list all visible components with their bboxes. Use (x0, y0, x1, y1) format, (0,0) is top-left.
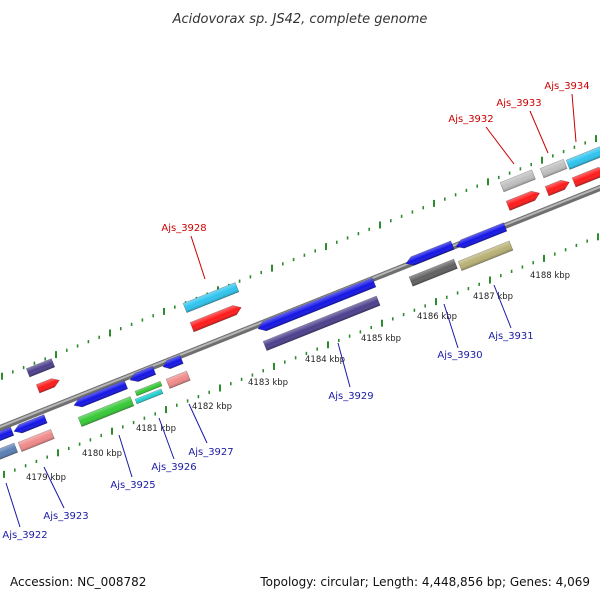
gene-ajs3930-blue (405, 240, 455, 266)
leader-line-reverse (188, 403, 208, 444)
gene-ajs3932-red (505, 190, 541, 211)
gene-ajs3933-grey-shading (540, 159, 568, 178)
gene-upper-purple (25, 358, 56, 378)
topology-text: Topology: circular; Length: 4,448,856 bp… (259, 575, 590, 589)
gene-label-reverse: Ajs_3926 (151, 462, 196, 473)
gene-ajs3925-green (77, 396, 135, 428)
leader-line-forward (529, 110, 549, 154)
scale-label: 4179 kbp (26, 473, 66, 483)
leader-line-forward (485, 126, 515, 165)
gene-ajs3930-grey-shading (409, 259, 458, 287)
scale-label: 4188 kbp (530, 271, 570, 281)
leader-line-reverse (118, 434, 133, 478)
leader-line-reverse (5, 482, 21, 528)
gene-label-forward: Ajs_3932 (448, 114, 493, 125)
gene-ajs3934-red-shading (572, 167, 600, 188)
gene-upper-purple-shading (26, 358, 55, 377)
gene-ajs3928-upper-shading (183, 282, 239, 313)
leader-line-reverse (493, 284, 512, 329)
gene-upper-red-small-shading (36, 378, 60, 393)
gene-features (0, 144, 600, 464)
gene-ajs3927-blue-shading (163, 355, 184, 369)
gene-label-reverse: Ajs_3922 (2, 530, 47, 541)
gene-ajs3934-cyan-shading (566, 145, 600, 170)
gene-ajs3929-purple (262, 295, 381, 352)
scale-label: 4187 kbp (473, 292, 513, 302)
gene-ajs3932-grey (499, 169, 536, 193)
gene-ajs3927-blue (162, 354, 184, 370)
leader-line-reverse (337, 342, 351, 388)
gene-ajs3927-pink-shading (166, 370, 191, 389)
gene-ajs3925-blue (73, 380, 129, 408)
scale-label: 4180 kbp (82, 449, 122, 459)
gene-ajs3926-blue (129, 365, 157, 382)
scale-label: 4185 kbp (361, 334, 401, 344)
gene-ajs3927-pink (165, 370, 191, 389)
accession-text: Accession: NC_008782 (10, 575, 146, 589)
gene-ajs3923-blue (13, 414, 48, 434)
gene-ajs3930-blue-shading (406, 240, 455, 266)
gene-ajs3929-blue-shading (258, 277, 376, 331)
gene-label-reverse: Ajs_3931 (488, 331, 533, 342)
gene-ajs3923-pink (17, 428, 55, 453)
tick-marks (1, 135, 599, 478)
gene-ajs3932-grey-shading (500, 169, 536, 192)
gene-ajs3923-pink-shading (18, 429, 55, 452)
scale-label: 4181 kbp (136, 424, 176, 434)
gene-ajs3931-olive-shading (458, 240, 513, 271)
gene-ajs3923-blue-shading (14, 414, 48, 433)
map-title: Acidovorax sp. JS42, complete genome (172, 12, 428, 27)
gene-ajs3926-green-shading (135, 381, 162, 396)
gene-label-reverse: Ajs_3925 (110, 480, 155, 491)
gene-ajs3926-cyan (134, 388, 164, 405)
leader-line-forward (571, 93, 577, 143)
gene-ajs3926-green (134, 380, 163, 397)
gene-ajs3926-blue-shading (130, 366, 156, 382)
gene-ajs3930-grey (408, 258, 458, 287)
gene-ajs3934-red (571, 167, 600, 188)
gene-ajs3928-lower-shading (190, 305, 242, 332)
scale-label: 4184 kbp (305, 355, 345, 365)
gene-label-reverse: Ajs_3930 (437, 350, 482, 361)
gene-ajs3931-blue-shading (456, 222, 507, 249)
gene-ajs3928-lower (189, 305, 242, 333)
gene-ajs3933-red (544, 179, 570, 197)
leader-line-reverse (443, 303, 459, 349)
gene-ajs3932-red-shading (506, 191, 540, 211)
gene-ajs3931-olive (457, 240, 514, 272)
gene-ajs3929-blue (257, 277, 377, 332)
gene-label-reverse: Ajs_3929 (328, 391, 373, 402)
scale-label: 4182 kbp (192, 402, 232, 412)
gene-ajs3925-blue-shading (74, 380, 128, 407)
scale-label: 4186 kbp (417, 312, 457, 322)
gene-ajs3933-red-shading (545, 180, 570, 196)
gene-ajs3925-green-shading (78, 396, 134, 427)
gene-ajs3933-grey (539, 158, 568, 179)
leader-line-forward (190, 235, 206, 280)
gene-ajs3926-cyan-shading (135, 388, 163, 404)
leader-line-reverse (43, 466, 65, 509)
gene-ajs3922-steel-shading (0, 443, 18, 464)
gene-ajs3934-cyan (565, 144, 600, 170)
scale-labels: 4179 kbp 4180 kbp 4181 kbp 4182 kbp 4183 kbp… (26, 271, 570, 483)
gene-ajs3922-blue (0, 426, 15, 443)
scale-label: 4183 kbp (248, 378, 288, 388)
gene-label-forward: Ajs_3928 (161, 223, 206, 234)
gene-ajs3928-upper (182, 282, 240, 314)
gene-ajs3931-blue (455, 222, 508, 249)
gene-label-forward: Ajs_3934 (544, 81, 589, 92)
gene-label-reverse: Ajs_3923 (43, 511, 88, 522)
gene-ajs3922-steel (0, 442, 19, 464)
gene-label-forward: Ajs_3933 (496, 98, 541, 109)
gene-label-reverse: Ajs_3927 (188, 447, 233, 458)
leader-line-reverse (158, 417, 175, 460)
gene-ajs3929-purple-shading (263, 296, 381, 351)
gene-ajs3922-blue-shading (0, 426, 14, 443)
gene-upper-red-small (35, 378, 60, 394)
